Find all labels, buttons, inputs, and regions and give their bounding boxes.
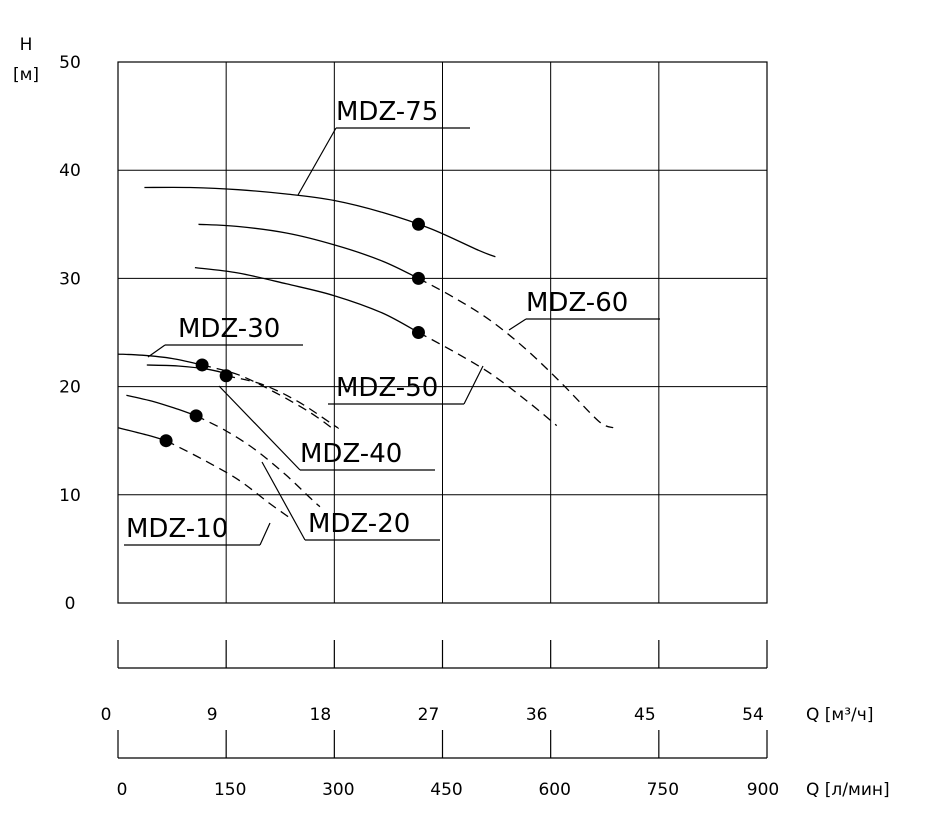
series-label-mdz-50: MDZ-50: [336, 373, 438, 403]
duty-point-mdz-40: [219, 369, 233, 383]
label-leader-lines: [124, 127, 660, 546]
x2-tick-label: 300: [322, 780, 354, 800]
duty-point-mdz-60: [411, 271, 425, 285]
label-leader-mdz-40: [218, 385, 301, 471]
x1-tick-label: 45: [634, 705, 656, 725]
curve-mdz-20-solid: [126, 394, 197, 417]
y-tick-label: 50: [59, 53, 81, 73]
x2-tick-label: 150: [214, 780, 246, 800]
duty-point-mdz-75: [411, 217, 425, 231]
series-label-mdz-10: MDZ-10: [126, 514, 228, 544]
x2-tick-label: 450: [430, 780, 462, 800]
x1-tick-label: 18: [310, 705, 332, 725]
x1-tick-label: 36: [526, 705, 548, 725]
performance-curves: [117, 186, 614, 519]
label-leader-mdz-20: [261, 461, 306, 541]
x2-tick-label: 900: [747, 780, 779, 800]
axes: H [м] Q [м³/ч] Q [л/мин] 0 10 20 30 40 50 0 9 18…: [13, 35, 890, 800]
curve-mdz-30-solid: [117, 353, 203, 366]
label-leader-mdz-10: [259, 522, 271, 546]
x1-axis-label: Q [м³/ч]: [806, 705, 873, 725]
curve-mdz-30-dashed: [201, 364, 335, 431]
curve-mdz-60-solid: [198, 223, 419, 279]
series-label-mdz-75: MDZ-75: [336, 97, 438, 127]
curve-mdz-40-solid: [146, 364, 227, 375]
x1-tick-label: 54: [742, 705, 764, 725]
duty-point-mdz-20: [189, 409, 203, 423]
x1-tick-label: 27: [418, 705, 440, 725]
chart-grid: [117, 61, 768, 604]
duty-point-mdz-10: [159, 434, 173, 448]
series-label-mdz-60: MDZ-60: [526, 288, 628, 318]
y-axis-unit: [м]: [13, 65, 39, 85]
duty-point-mdz-50: [411, 326, 425, 339]
x2-tick-label: 750: [647, 780, 679, 800]
curve-mdz-10-solid: [117, 427, 167, 442]
label-leader-mdz-60: [508, 318, 527, 331]
x1-tick-label: 9: [207, 705, 218, 725]
series-label-mdz-20: MDZ-20: [308, 509, 410, 539]
y-axis-label: H: [20, 35, 33, 55]
curve-mdz-40-dashed: [226, 375, 339, 429]
label-leader-mdz-50: [463, 365, 484, 405]
series-labels: MDZ-75 MDZ-60 MDZ-50 MDZ-40 MDZ-30 MDZ-20 MDZ-…: [126, 97, 628, 544]
series-label-mdz-30: MDZ-30: [178, 314, 280, 344]
y-tick-label: 30: [59, 269, 81, 289]
duty-point-mdz-30: [195, 358, 209, 372]
y-tick-label: 10: [59, 486, 81, 506]
x2-axis-label: Q [л/мин]: [806, 780, 890, 800]
curve-mdz-50-dashed: [418, 331, 558, 427]
curve-mdz-60-dashed: [418, 277, 614, 429]
label-leader-mdz-30: [147, 344, 166, 358]
x2-tick-label: 0: [117, 780, 128, 800]
curve-mdz-10-dashed: [165, 440, 291, 519]
y-tick-label: 0: [65, 594, 76, 614]
label-leader-mdz-75: [297, 127, 337, 196]
curve-mdz-50-solid: [194, 266, 419, 334]
x2-tick-label: 600: [538, 780, 570, 800]
y-tick-label: 20: [59, 378, 81, 398]
y-tick-label: 40: [59, 161, 81, 181]
x1-tick-label: 0: [101, 705, 112, 725]
curve-mdz-75-solid: [144, 186, 496, 258]
series-label-mdz-40: MDZ-40: [300, 439, 402, 469]
curve-mdz-20-dashed: [195, 415, 321, 508]
